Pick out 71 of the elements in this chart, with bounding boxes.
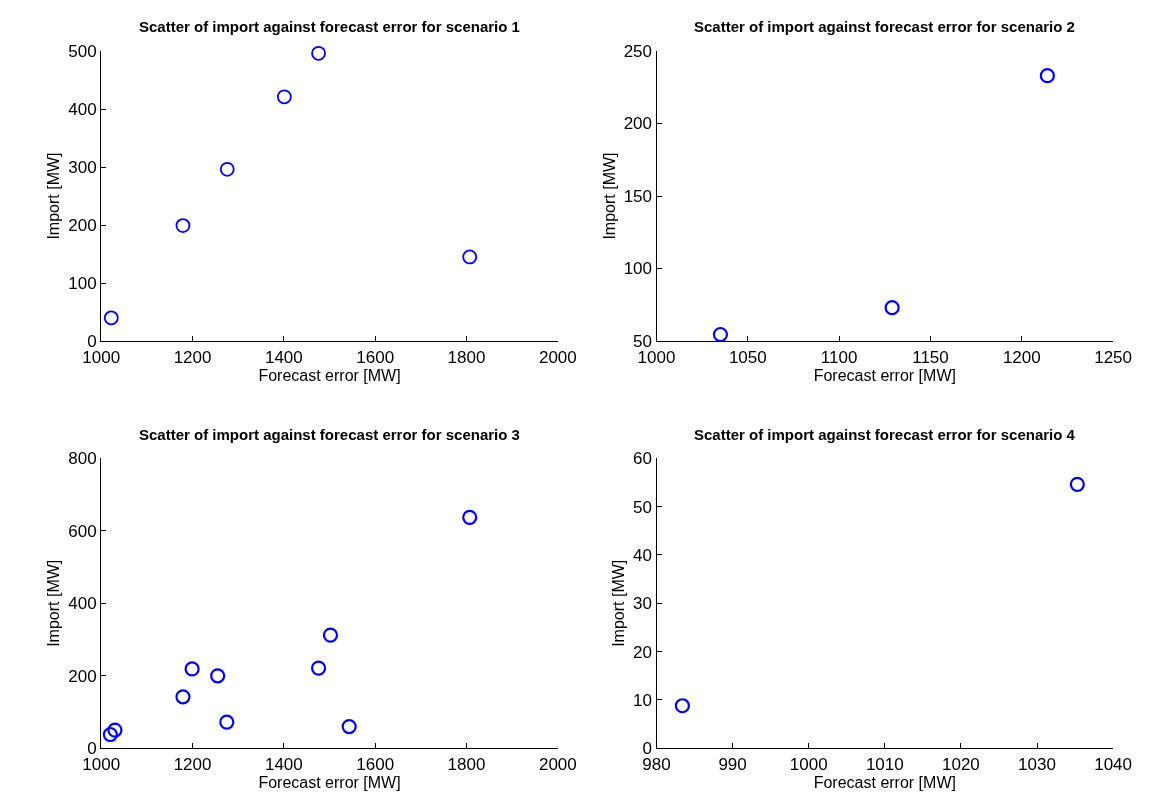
point [311,45,326,61]
point [884,300,900,316]
point [175,689,191,705]
point [276,89,292,105]
point [341,718,357,735]
point [219,161,235,177]
chart-title: Scatter of import against forecast error for scenario 4 [694,426,1076,443]
x-axis-title: Forecast error [MW] [258,366,401,384]
x-tick-label: 1600 [356,347,395,367]
x-axis-title: Forecast error [MW] [813,773,956,791]
y-tick-label: 30 [633,594,652,614]
point [322,627,339,643]
point [219,714,235,730]
y-tick-label: 200 [623,114,652,134]
x-tick-label: 1150 [912,347,949,367]
point [462,249,478,265]
x-tick-label: 1030 [1018,754,1056,774]
chart-title: Scatter of import against forecast error for scenario 3 [139,426,520,443]
x-tick-label: 1400 [264,347,303,367]
chart-title: Scatter of import against forecast error for scenario 2 [694,18,1075,35]
point [107,722,123,738]
point [184,661,200,677]
y-tick-label: 100 [68,273,97,293]
x-axis-title: Forecast error [MW] [813,366,956,384]
point [210,668,226,684]
x-tick-label: 1200 [173,347,212,367]
x-tick-label: 1200 [173,754,212,774]
x-tick-label: 1800 [447,754,486,774]
point [310,660,327,676]
x-tick-label: 2000 [538,754,577,774]
y-tick-label: 800 [68,449,97,469]
y-tick-label: 200 [68,666,97,686]
x-tick-label: 1000 [789,754,828,774]
x-tick-label: 1020 [941,754,980,774]
y-tick-label: 250 [623,41,652,61]
point [462,509,478,525]
y-tick-label: 400 [68,594,97,614]
x-tick-label: 1010 [865,754,904,774]
y-tick-label: 300 [68,157,97,177]
y-tick-label: 40 [633,545,652,565]
y-tick-label: 200 [68,215,97,235]
x-tick-label: 1250 [1094,347,1133,367]
x-tick-label: 1400 [264,754,303,774]
point [103,310,119,326]
y-tick-label: 150 [623,186,652,206]
y-tick-label: 500 [68,41,97,61]
x-tick-label: 1040 [1094,754,1133,774]
point [175,218,191,233]
y-tick-label: 600 [68,521,97,541]
x-tick-label: 1800 [447,347,486,367]
x-tick-label: 1600 [356,754,395,774]
y-axis-title: Import [MW] [609,559,627,647]
y-tick-label: 20 [633,642,652,662]
y-axis-title: Import [MW] [600,152,618,240]
x-tick-label: 1050 [728,347,767,367]
x-tick-label: 1100 [820,347,858,367]
x-tick-label: 990 [718,754,747,774]
y-axis-title: Import [MW] [45,152,63,240]
y-tick-label: 100 [623,259,652,279]
point [712,326,729,343]
point [102,726,118,743]
x-axis-title: Forecast error [MW] [258,773,401,791]
y-tick-label: 50 [633,497,652,517]
y-tick-label: 400 [68,99,97,119]
point [1039,68,1055,84]
y-tick-label: 60 [633,449,652,469]
y-tick-label: 10 [633,690,652,710]
chart-title: Scatter of import against forecast error for scenario 1 [139,18,520,35]
y-axis-title: Import [MW] [45,559,63,647]
x-tick-label: 2000 [538,347,577,367]
x-tick-label: 1200 [1002,347,1041,367]
